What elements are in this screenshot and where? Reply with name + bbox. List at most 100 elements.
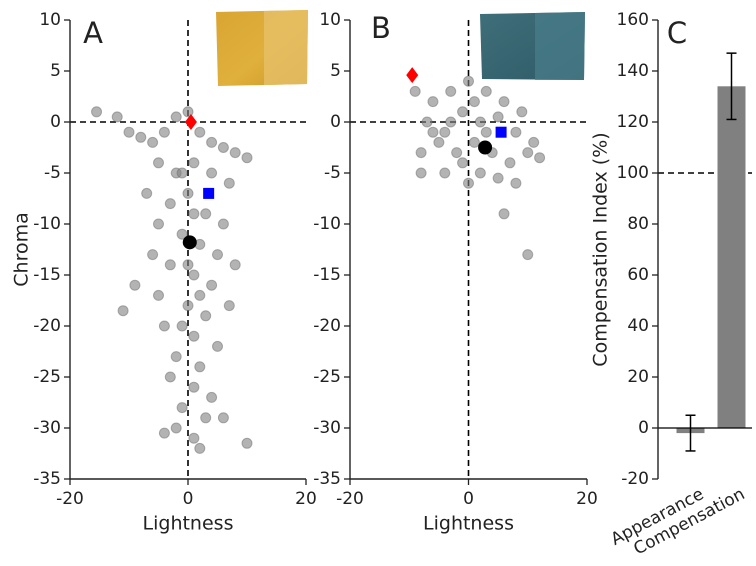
point xyxy=(492,172,504,184)
point xyxy=(217,142,229,153)
point xyxy=(217,412,229,424)
y-tick-label: -15 xyxy=(313,265,341,285)
point xyxy=(522,147,534,159)
y-tick-label: 160 xyxy=(617,10,649,30)
point xyxy=(468,136,480,148)
y-tick-label: 5 xyxy=(50,61,61,81)
point xyxy=(153,218,164,230)
point xyxy=(445,85,457,97)
y-tick-label: -10 xyxy=(33,214,61,234)
point xyxy=(229,259,241,271)
mean-point xyxy=(182,235,197,250)
mean-point xyxy=(478,140,493,155)
bar xyxy=(717,86,746,429)
x-axis-title: Lightness xyxy=(143,513,234,535)
x-tick-label: -20 xyxy=(56,489,84,509)
point xyxy=(129,279,141,291)
y-tick-label: 5 xyxy=(330,61,341,81)
point xyxy=(123,126,135,138)
square-point xyxy=(203,187,215,199)
y-tick-label: 120 xyxy=(617,112,649,132)
point xyxy=(421,116,433,128)
point xyxy=(176,402,188,414)
point xyxy=(188,157,200,169)
point xyxy=(409,85,421,97)
point xyxy=(188,432,200,444)
y-tick-label: 20 xyxy=(627,367,649,387)
point xyxy=(445,116,457,128)
y-axis-title: Chroma xyxy=(11,212,33,286)
y-axis-title: Compensation Index (%) xyxy=(590,132,612,366)
point xyxy=(147,136,159,148)
error-bar xyxy=(726,52,737,121)
x-tick-label: 20 xyxy=(295,489,317,509)
y-tick-label: 10 xyxy=(319,10,341,30)
point xyxy=(474,116,486,128)
y-tick-label: -20 xyxy=(313,316,341,336)
error-bar xyxy=(685,414,696,452)
y-tick-label: -35 xyxy=(33,469,61,489)
y-tick-label: -30 xyxy=(33,418,61,438)
y-tick-label: 140 xyxy=(617,61,649,81)
point xyxy=(223,300,235,312)
y-tick-label: -10 xyxy=(313,214,341,234)
x-tick-label: -20 xyxy=(336,489,364,509)
point xyxy=(510,177,522,189)
point xyxy=(182,259,194,271)
point xyxy=(534,152,546,164)
point xyxy=(223,177,235,189)
point xyxy=(170,111,182,123)
point xyxy=(510,126,522,138)
point xyxy=(415,147,427,159)
point xyxy=(170,351,182,363)
y-tick-label: -25 xyxy=(33,367,61,387)
point xyxy=(158,427,170,439)
point xyxy=(188,208,200,220)
point xyxy=(153,157,164,169)
point xyxy=(188,381,200,393)
point xyxy=(176,228,188,240)
point xyxy=(439,126,451,138)
point xyxy=(427,126,439,138)
point xyxy=(415,167,427,179)
y-tick-label: -20 xyxy=(33,316,61,336)
point xyxy=(194,126,206,138)
point xyxy=(480,126,492,138)
y-tick-label: -30 xyxy=(313,418,341,438)
point xyxy=(170,422,182,434)
point xyxy=(135,131,147,143)
y-tick-label: 0 xyxy=(50,112,61,132)
point xyxy=(516,106,528,118)
point xyxy=(206,167,218,179)
point xyxy=(504,157,516,169)
y-tick-label: 60 xyxy=(627,265,649,285)
point xyxy=(474,167,486,179)
panel-label: C xyxy=(667,16,687,50)
swatch-a xyxy=(216,10,308,86)
point xyxy=(147,249,159,261)
point xyxy=(200,310,212,322)
point xyxy=(194,361,206,373)
point xyxy=(164,259,176,271)
point xyxy=(206,136,218,148)
point xyxy=(91,106,103,118)
point xyxy=(212,249,223,261)
point xyxy=(498,208,510,220)
point xyxy=(212,340,223,352)
point xyxy=(451,147,463,159)
point xyxy=(468,96,480,108)
point xyxy=(182,187,194,199)
point xyxy=(164,371,176,383)
point xyxy=(217,218,229,230)
point xyxy=(463,177,474,189)
point xyxy=(194,442,206,454)
x-axis-title: Lightness xyxy=(423,513,514,535)
point xyxy=(241,437,253,449)
y-tick-label: 40 xyxy=(627,316,649,336)
panel-label: A xyxy=(83,16,103,50)
point xyxy=(164,198,176,210)
panel-label: B xyxy=(371,11,391,45)
point xyxy=(457,157,469,169)
point xyxy=(457,106,469,118)
